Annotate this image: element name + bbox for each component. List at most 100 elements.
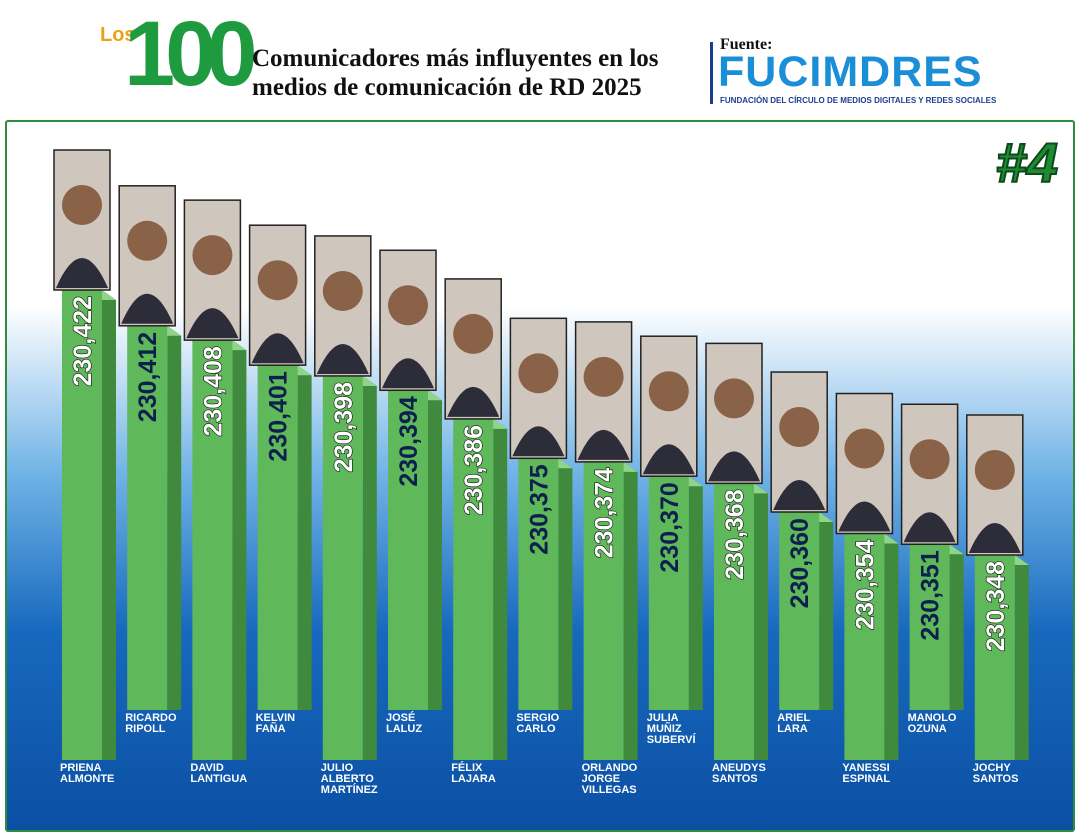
bar bbox=[844, 533, 885, 760]
category-label: JULIA MUÑIZ SUBERVÍ bbox=[646, 712, 696, 746]
value-label: 230,348 bbox=[982, 561, 1010, 651]
value-label: 230,370 bbox=[656, 482, 684, 572]
bar bbox=[453, 418, 494, 760]
value-label: 230,374 bbox=[591, 468, 619, 558]
photo-head bbox=[322, 270, 363, 311]
photo-head bbox=[648, 371, 689, 412]
bar-side bbox=[232, 340, 247, 760]
bar-side bbox=[949, 544, 964, 710]
bar bbox=[518, 458, 559, 710]
value-label: 230,386 bbox=[460, 425, 488, 515]
category-label: SERGIO CARLO bbox=[516, 712, 560, 735]
photo-head bbox=[714, 378, 754, 419]
photo-body bbox=[512, 426, 565, 457]
bar-side bbox=[623, 461, 638, 760]
bar bbox=[648, 476, 689, 710]
category-label: ARIEL LARA bbox=[777, 712, 811, 735]
value-label: 230,375 bbox=[525, 464, 553, 554]
photo-body bbox=[903, 512, 956, 543]
bar-side bbox=[558, 458, 573, 710]
value-label: 230,360 bbox=[786, 518, 814, 608]
category-label: FÉLIX LAJARA bbox=[451, 762, 496, 785]
bar bbox=[583, 461, 624, 760]
bar-side bbox=[167, 325, 182, 710]
photo-head bbox=[583, 356, 624, 397]
bar bbox=[192, 340, 233, 760]
category-label: DAVID LANTIGUA bbox=[190, 762, 248, 785]
bar bbox=[127, 325, 168, 710]
logo-prefix: Los bbox=[100, 24, 136, 46]
bar-side bbox=[493, 418, 508, 760]
bar bbox=[909, 544, 950, 710]
value-label: 230,412 bbox=[134, 332, 162, 422]
photo-body bbox=[577, 429, 630, 460]
photo-head bbox=[909, 439, 950, 480]
photo-head bbox=[388, 285, 428, 326]
photo-body bbox=[708, 451, 760, 482]
bar-side bbox=[102, 290, 116, 760]
source-subtitle: FUNDACIÓN DEL CÍRCULO DE MEDIOS DIGITALE… bbox=[720, 96, 997, 105]
photo-body bbox=[773, 480, 826, 511]
value-label: 230,408 bbox=[199, 346, 227, 436]
bar bbox=[714, 483, 754, 760]
bar-side bbox=[1014, 555, 1029, 760]
category-label: YANESSI ESPINAL bbox=[842, 762, 891, 785]
photo-body bbox=[382, 358, 434, 389]
photo-body bbox=[186, 308, 239, 339]
bar bbox=[779, 512, 820, 710]
photo-head bbox=[518, 353, 559, 394]
value-label: 230,351 bbox=[917, 550, 945, 640]
category-label: ANEUDYS SANTOS bbox=[712, 762, 766, 785]
bar-side bbox=[754, 483, 768, 760]
title: Comunicadores más influyentes en los med… bbox=[252, 45, 659, 101]
photo-body bbox=[838, 501, 891, 532]
category-label: JOCHY SANTOS bbox=[972, 762, 1019, 785]
category-label: JULIO ALBERTO MARTÍNEZ bbox=[320, 762, 378, 796]
bar-side bbox=[819, 512, 834, 710]
photo-body bbox=[968, 523, 1021, 553]
photo-head bbox=[779, 407, 820, 448]
source-label: Fuente: bbox=[720, 36, 773, 53]
photo-body bbox=[447, 386, 500, 417]
bar bbox=[257, 365, 298, 710]
value-label: 230,401 bbox=[265, 371, 293, 461]
category-label: MANOLO OZUNA bbox=[907, 712, 957, 735]
bar-side bbox=[884, 533, 899, 760]
photo-body bbox=[56, 258, 108, 288]
photo-head bbox=[974, 450, 1015, 490]
photo-body bbox=[121, 293, 174, 324]
bar-side bbox=[428, 390, 442, 710]
bar-side bbox=[362, 375, 377, 760]
photo-head bbox=[62, 185, 102, 225]
logo-number: 100 bbox=[124, 3, 257, 105]
bar bbox=[322, 375, 363, 760]
photo-body bbox=[642, 444, 695, 475]
category-label: ORLANDO JORGE VILLEGAS bbox=[581, 762, 638, 796]
rank: #4 bbox=[995, 130, 1059, 195]
category-label: KELVIN FAÑA bbox=[255, 712, 296, 735]
photo-body bbox=[316, 343, 369, 374]
value-label: 230,394 bbox=[395, 396, 423, 486]
value-label: 230,422 bbox=[69, 296, 97, 386]
bar bbox=[388, 390, 428, 710]
photo-head bbox=[127, 220, 168, 261]
bar bbox=[62, 290, 102, 760]
value-label: 230,398 bbox=[330, 382, 358, 472]
value-label: 230,354 bbox=[851, 539, 879, 629]
bar-side bbox=[688, 476, 703, 710]
value-label: 230,368 bbox=[721, 489, 749, 579]
category-label: PRIENA ALMONTE bbox=[60, 762, 115, 785]
category-label: RICARDO RIPOLL bbox=[125, 712, 177, 735]
photo-head bbox=[257, 260, 298, 301]
photo-body bbox=[251, 333, 304, 364]
source: FUCIMDRES bbox=[718, 48, 983, 96]
divider bbox=[710, 42, 713, 104]
photo-head bbox=[453, 313, 494, 354]
category-label: JOSÉ LALUZ bbox=[386, 712, 423, 735]
photo-head bbox=[844, 428, 885, 469]
bar-side bbox=[297, 365, 312, 710]
photo-head bbox=[192, 235, 233, 276]
bar bbox=[974, 555, 1015, 760]
